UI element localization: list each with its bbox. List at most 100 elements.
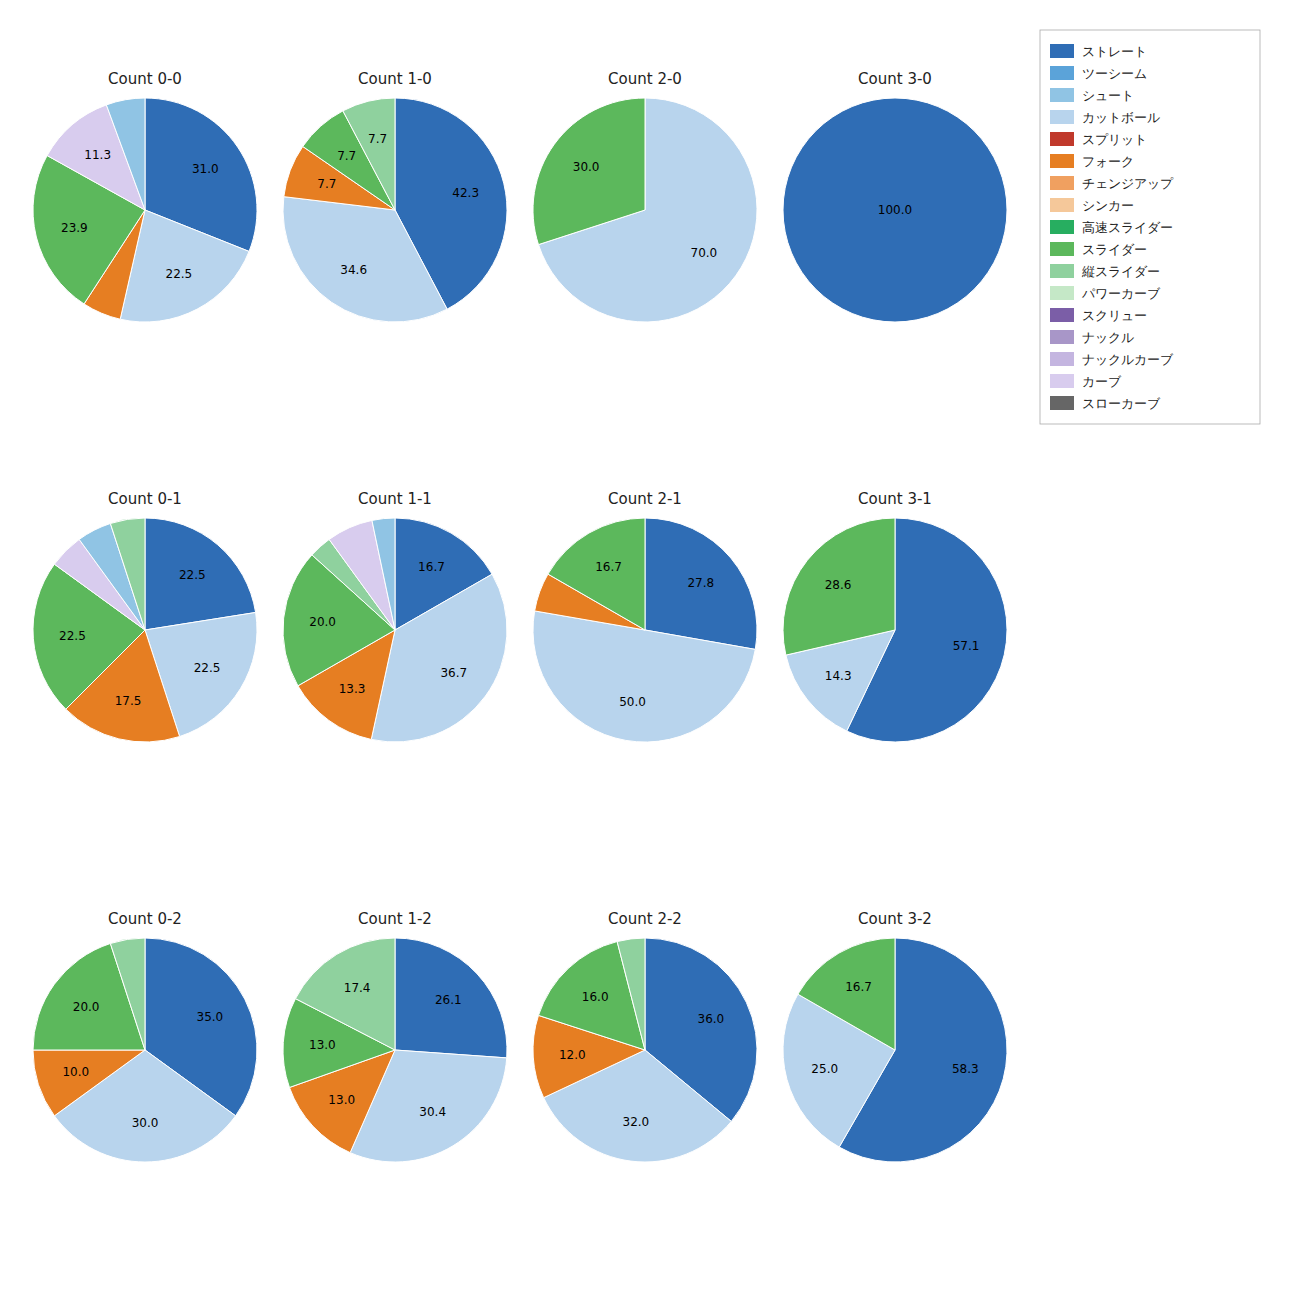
legend-label: シンカー (1082, 198, 1134, 213)
legend-label: スプリット (1082, 132, 1147, 147)
legend-item: スライダー (1050, 242, 1147, 257)
data-label: 17.4 (344, 981, 371, 995)
legend-swatch (1050, 110, 1074, 124)
data-label: 34.6 (340, 263, 367, 277)
legend-item: 縦スライダー (1050, 264, 1160, 279)
data-labels: 35.030.010.020.0 (62, 1000, 223, 1130)
chart-title: Count 2-0 (608, 70, 682, 88)
legend-label: 高速スライダー (1082, 220, 1173, 235)
pie-chart: Count 3-0100.0 (783, 70, 1007, 322)
data-label: 20.0 (309, 615, 336, 629)
pie-slice (33, 1050, 145, 1116)
slices (783, 938, 1007, 1162)
legend-item: ストレート (1050, 44, 1147, 59)
legend-item: ツーシーム (1050, 66, 1147, 81)
legend-item: ナックル (1050, 330, 1134, 345)
data-label: 7.7 (317, 177, 336, 191)
data-label: 16.7 (418, 560, 445, 574)
data-label: 22.5 (179, 568, 206, 582)
legend-label: カーブ (1082, 374, 1122, 389)
data-labels: 27.850.016.7 (595, 560, 714, 709)
legend-label: スクリュー (1082, 308, 1147, 323)
data-labels: 58.325.016.7 (811, 980, 978, 1076)
data-label: 30.0 (573, 160, 600, 174)
legend-label: スライダー (1082, 242, 1147, 257)
data-labels: 42.334.67.77.77.7 (317, 132, 479, 277)
legend-item: カーブ (1050, 374, 1122, 389)
legend-swatch (1050, 198, 1074, 212)
legend-label: 縦スライダー (1081, 264, 1160, 279)
legend-label: ナックル (1082, 330, 1134, 345)
data-label: 7.7 (368, 132, 387, 146)
legend-item: パワーカーブ (1050, 286, 1161, 301)
legend-item: チェンジアップ (1050, 176, 1174, 191)
data-label: 70.0 (691, 246, 718, 260)
pie-chart: Count 1-116.736.713.320.0 (283, 490, 507, 742)
pie-chart: Count 1-226.130.413.013.017.4 (283, 910, 507, 1162)
pie-slice (548, 518, 645, 630)
pie-slice (54, 1050, 235, 1162)
pie-chart: Count 0-031.022.523.911.3 (33, 70, 257, 322)
legend-label: ツーシーム (1082, 66, 1147, 81)
data-label: 20.0 (73, 1000, 100, 1014)
pie-chart: Count 2-1 27.850.016.7 (533, 490, 757, 742)
data-label: 22.5 (166, 267, 193, 281)
data-label: 25.0 (811, 1062, 838, 1076)
data-label: 17.5 (115, 694, 142, 708)
slices (783, 518, 1007, 742)
legend-item: シンカー (1050, 198, 1134, 213)
pie-slice (106, 98, 145, 210)
data-label: 16.7 (595, 560, 622, 574)
chart-title: Count 1-0 (358, 70, 432, 88)
legend-label: パワーカーブ (1081, 286, 1161, 301)
slices (533, 98, 757, 322)
chart-title: Count 2-2 (608, 910, 682, 928)
data-label: 27.8 (687, 576, 714, 590)
pie-chart: Count 3-2 58.325.016.7 (783, 910, 1007, 1162)
slices (533, 518, 757, 742)
slices (533, 938, 757, 1162)
data-label: 28.6 (825, 578, 852, 592)
data-labels: 57.114.328.6 (825, 578, 980, 683)
data-labels: 16.736.713.320.0 (309, 560, 467, 696)
data-label: 36.0 (698, 1012, 725, 1026)
pie-slice (145, 518, 256, 630)
legend-item: スクリュー (1050, 308, 1147, 323)
legend: ストレートツーシームシュートカットボールスプリットフォークチェンジアップシンカー… (1040, 30, 1260, 424)
legend-item: フォーク (1050, 154, 1134, 169)
legend-label: カットボール (1082, 110, 1160, 125)
slices (783, 98, 1007, 322)
data-label: 57.1 (953, 639, 980, 653)
pie-slice (645, 518, 757, 649)
pie-slice (783, 98, 1007, 322)
pie-slice (533, 98, 645, 245)
data-label: 32.0 (623, 1115, 650, 1129)
data-label: 23.9 (61, 221, 88, 235)
legend-label: ナックルカーブ (1082, 352, 1174, 367)
data-label: 11.3 (84, 148, 111, 162)
chart-title: Count 0-1 (108, 490, 182, 508)
legend-item: スローカーブ (1050, 396, 1161, 411)
chart-title: Count 3-1 (858, 490, 932, 508)
data-labels: 70.0 30.0 (573, 160, 718, 260)
chart-title: Count 3-2 (858, 910, 932, 928)
legend-swatch (1050, 330, 1074, 344)
legend-label: フォーク (1082, 154, 1134, 169)
data-label: 7.7 (337, 149, 356, 163)
chart-title: Count 1-2 (358, 910, 432, 928)
data-labels: 22.522.517.522.5 (59, 568, 220, 708)
legend-swatch (1050, 220, 1074, 234)
pie-slice (283, 197, 447, 322)
data-label: 35.0 (197, 1010, 224, 1024)
legend-swatch (1050, 264, 1074, 278)
pie-chart: Count 3-1 57.114.328.6 (783, 490, 1007, 742)
chart-title: Count 0-0 (108, 70, 182, 88)
slices (283, 98, 507, 322)
pie-slice (617, 938, 645, 1050)
legend-swatch (1050, 176, 1074, 190)
chart-title: Count 2-1 (608, 490, 682, 508)
pie-chart: Count 0-235.030.010.020.0 (33, 910, 257, 1162)
pie-chart: Count 2-0 70.0 30.0 (533, 70, 757, 322)
legend-swatch (1050, 374, 1074, 388)
pie-slice (798, 938, 895, 1050)
